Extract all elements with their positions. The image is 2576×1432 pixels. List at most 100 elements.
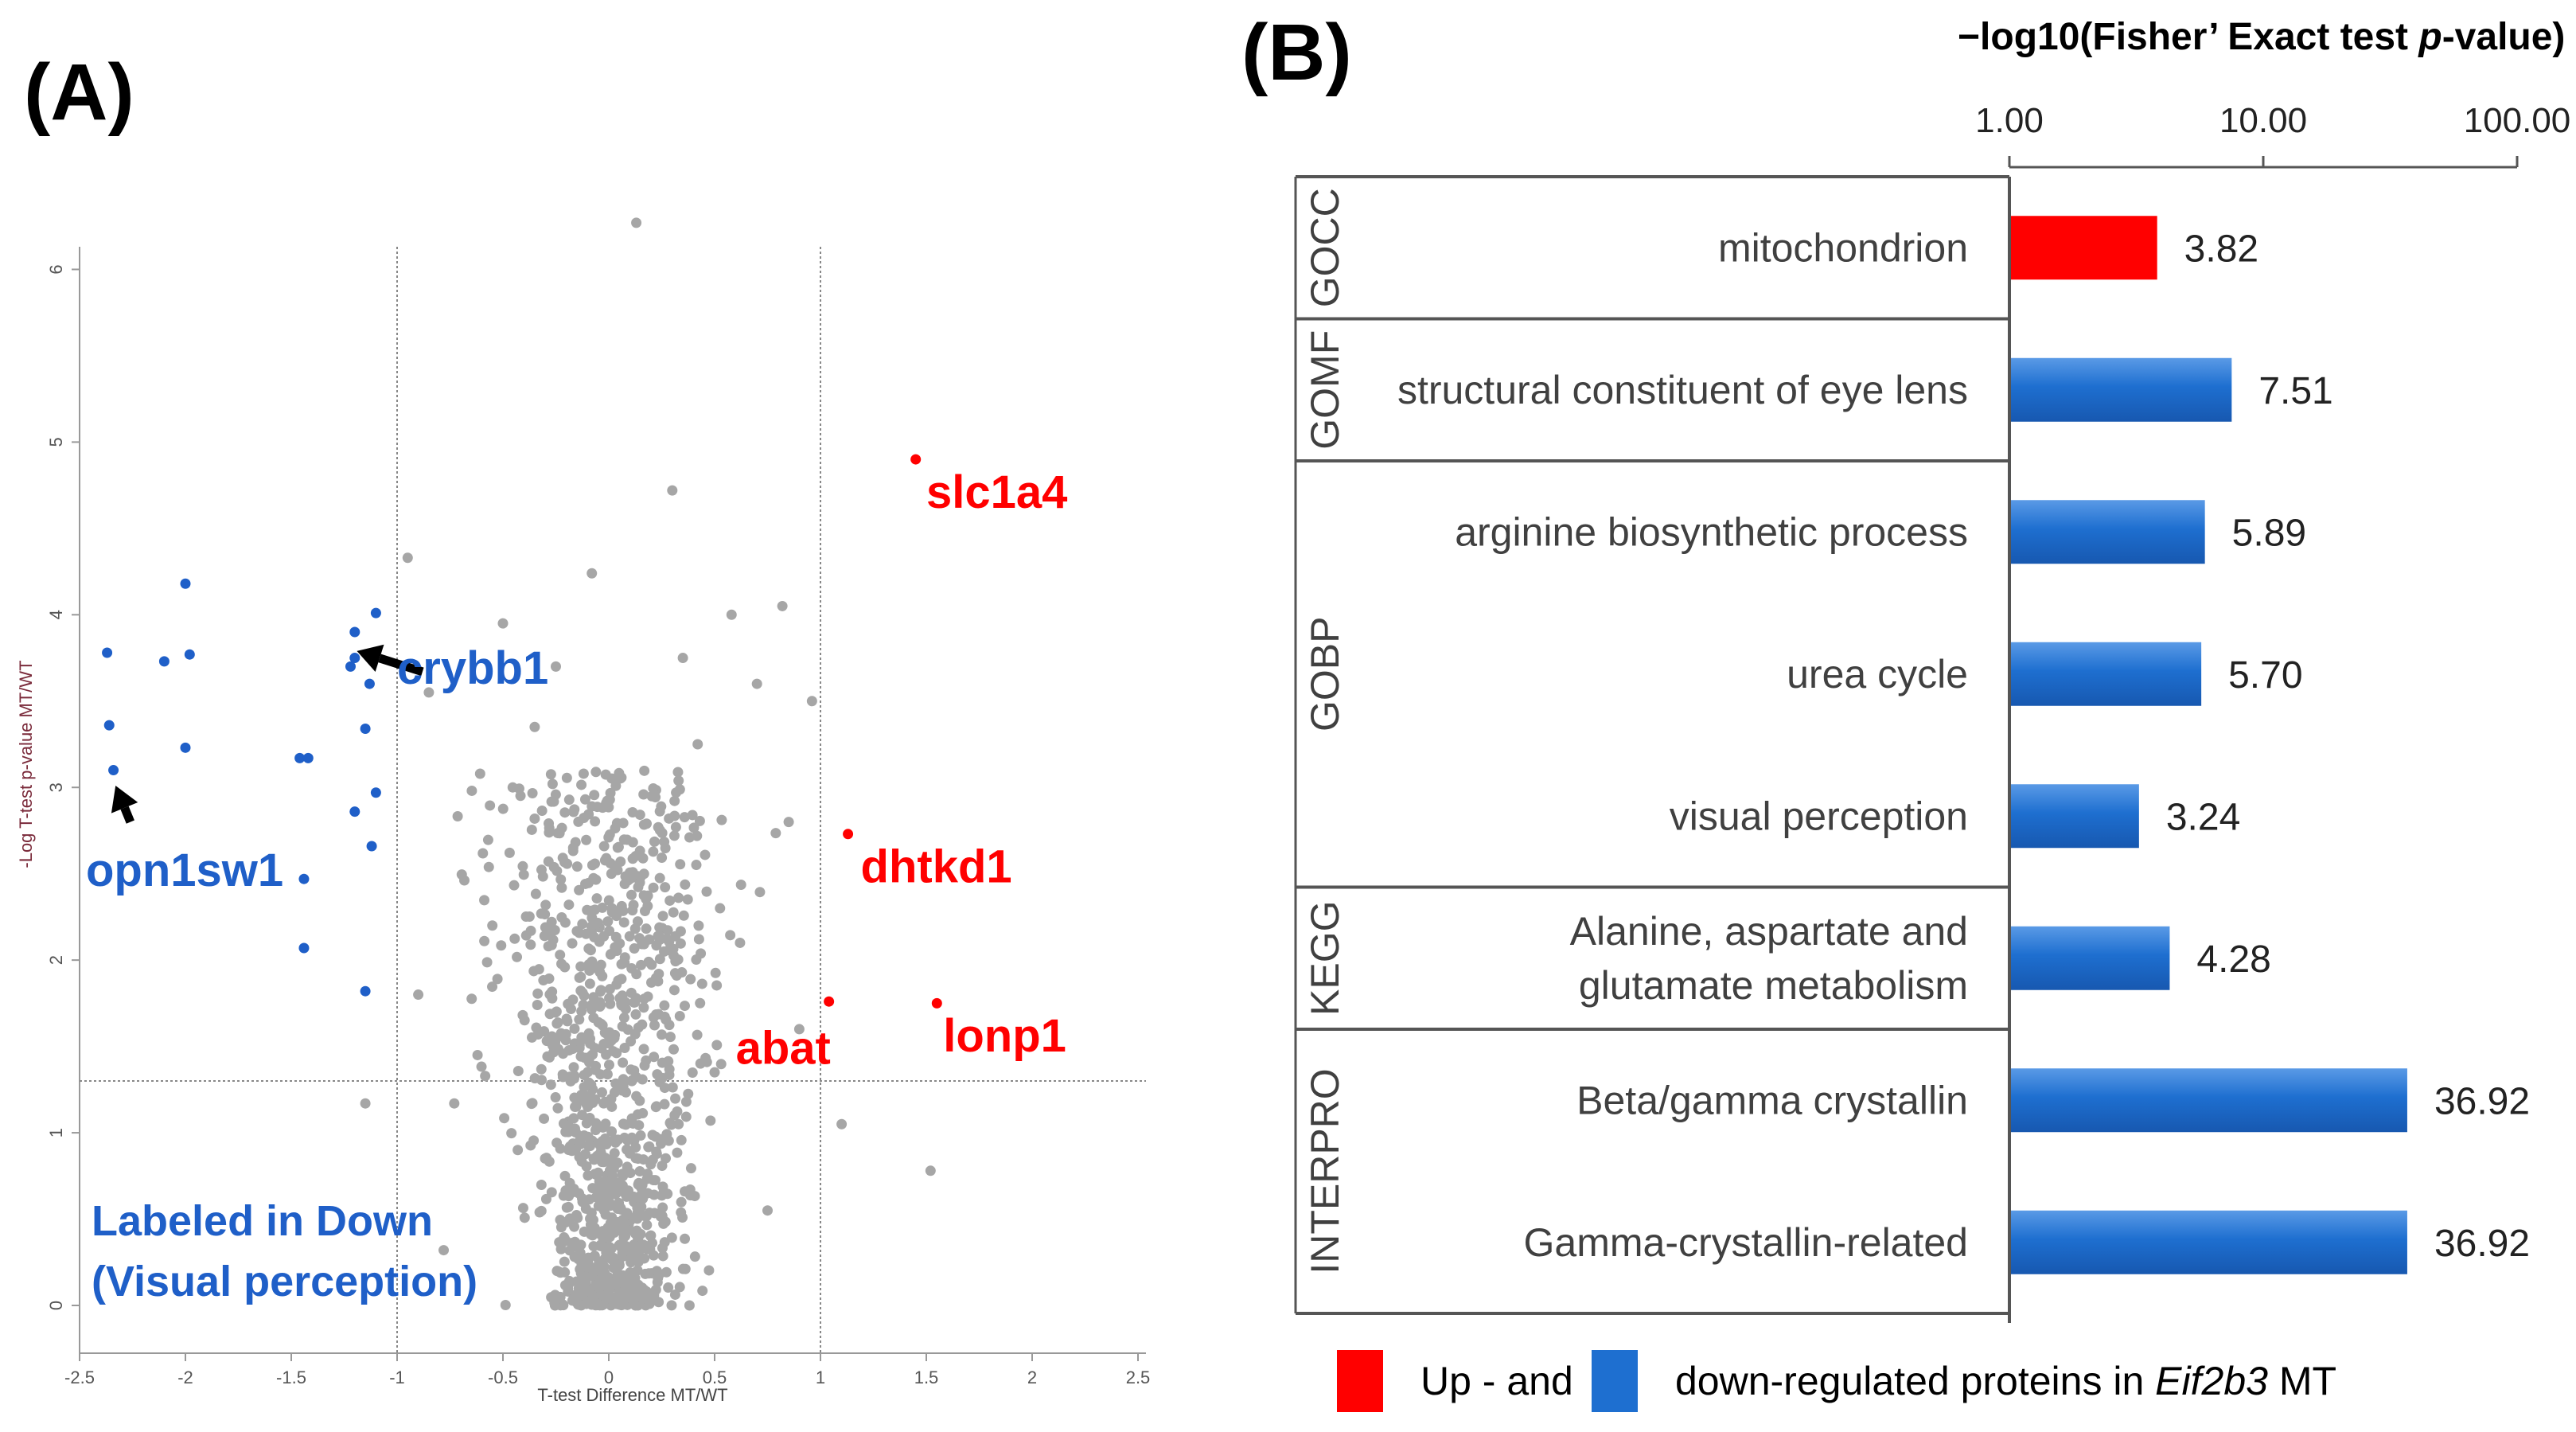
gray-point (504, 847, 515, 858)
gray-point (653, 976, 664, 987)
gray-point (402, 552, 413, 564)
gene-label-slc1a4: slc1a4 (926, 466, 1067, 518)
gray-point (595, 959, 606, 970)
gray-point (545, 929, 556, 940)
bar-value-label: 3.24 (2166, 796, 2240, 838)
down-regulated-point (180, 742, 191, 753)
gray-point (648, 846, 659, 857)
gray-point (777, 600, 788, 611)
gray-point (587, 956, 598, 967)
gray-point (569, 1236, 580, 1247)
gray-point (672, 767, 684, 778)
volcano-x-tick-label: 0 (604, 1368, 614, 1387)
gray-point (593, 1282, 604, 1293)
gray-point (638, 1044, 649, 1055)
down-regulated-point (184, 649, 195, 660)
group-label-gobp: GOBP (1303, 617, 1347, 732)
gray-point (487, 981, 498, 993)
gray-point (617, 1169, 628, 1180)
down-regulated-point (370, 787, 381, 798)
bar-down (2011, 1210, 2407, 1274)
down-regulated-point (366, 841, 377, 852)
gray-point (614, 1185, 625, 1196)
group-label-kegg: KEGG (1303, 901, 1347, 1016)
gray-point (631, 1091, 642, 1102)
gray-point (622, 1144, 633, 1155)
down-regulated-point (294, 752, 306, 763)
gray-point (925, 1165, 936, 1176)
gray-point (725, 930, 736, 941)
volcano-y-tick-label: 6 (46, 264, 66, 274)
gray-point (605, 949, 616, 960)
gray-point (590, 1297, 602, 1309)
gray-point (715, 903, 726, 914)
gene-label-abat: abat (736, 1022, 831, 1074)
volcano-y-axis-label: -Log T-test p-value MT/WT (16, 660, 36, 868)
gray-point (674, 1282, 685, 1293)
gray-point (590, 1118, 602, 1129)
gray-point (603, 802, 614, 813)
legend: Up - and down-regulated proteins in Eif2… (1337, 1350, 2336, 1412)
down-regulated-point (360, 985, 371, 997)
gray-point (684, 832, 695, 843)
gray-point (576, 779, 587, 790)
gray-point (631, 217, 642, 228)
gray-point (629, 1292, 641, 1303)
gray-point (711, 980, 723, 991)
gray-point (563, 1278, 575, 1290)
gray-point (575, 1051, 587, 1062)
gray-point (571, 861, 583, 872)
gray-point (639, 765, 650, 776)
bar-down (2011, 784, 2139, 849)
gray-point (563, 794, 575, 806)
down-regulated-point (158, 656, 170, 667)
bar-group-labels: GOCC GOMF GOBP KEGG INTERPRO (1303, 188, 1347, 1274)
gray-point (559, 856, 570, 868)
gray-point (666, 1300, 677, 1311)
gray-point (705, 1115, 716, 1126)
gray-point (563, 1201, 574, 1212)
gray-point (654, 872, 665, 884)
gray-point (571, 1101, 582, 1112)
gray-point (597, 970, 608, 981)
gray-point (653, 1273, 664, 1284)
gray-point (497, 803, 509, 814)
gray-point (735, 880, 746, 891)
gray-point (663, 1282, 674, 1293)
gray-point (587, 905, 598, 916)
gray-point (551, 1137, 563, 1149)
gray-point (603, 1059, 614, 1071)
gray-point (568, 1062, 579, 1073)
gray-point (689, 1251, 700, 1262)
gray-point (550, 1290, 561, 1301)
gray-point (581, 1118, 592, 1129)
gray-point (649, 1052, 660, 1063)
gray-point (675, 859, 686, 870)
down-regulated-point (345, 661, 356, 672)
bar-x-tick-label: 1.00 (1975, 101, 2044, 140)
gray-point (526, 1032, 537, 1043)
down-regulated-point (298, 873, 310, 884)
gray-point (562, 1016, 573, 1027)
gray-point (668, 985, 680, 996)
gray-point (590, 1064, 601, 1075)
volcano-y-tick-label: 0 (46, 1301, 66, 1310)
gray-point (688, 822, 700, 833)
gray-point (551, 661, 561, 672)
gray-point (580, 878, 591, 889)
gray-point (476, 1061, 487, 1072)
gray-point (670, 821, 681, 833)
gray-point (577, 919, 588, 930)
gray-point (614, 1260, 625, 1271)
gray-point (656, 1029, 667, 1040)
gray-point (672, 1106, 683, 1117)
gray-point (684, 1184, 696, 1195)
volcano-annotation-line-2: (Visual perception) (92, 1258, 477, 1305)
gray-point (684, 1300, 695, 1311)
gray-point (529, 721, 540, 732)
gray-point (529, 813, 540, 824)
gray-point (564, 1245, 575, 1256)
gray-point (735, 937, 746, 948)
gray-point (604, 829, 615, 841)
gray-point (545, 769, 556, 780)
